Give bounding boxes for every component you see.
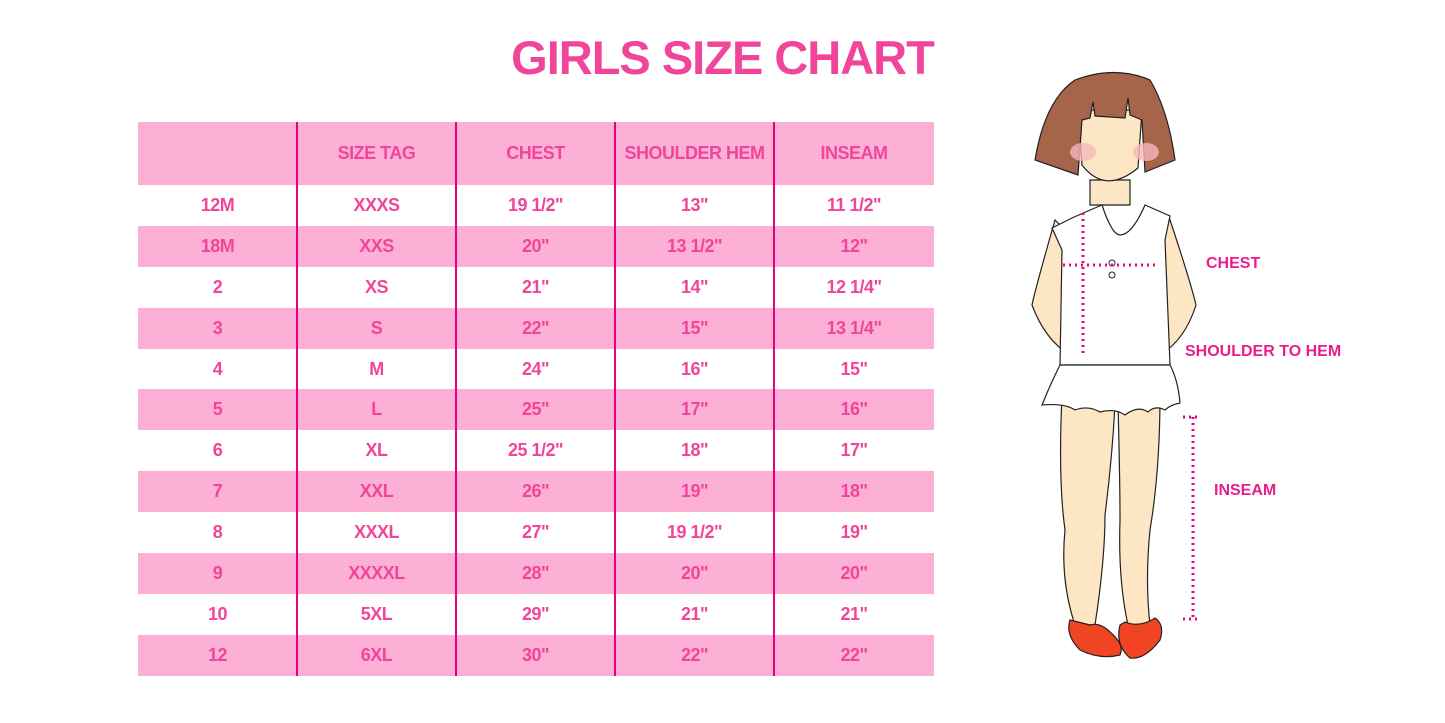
table-cell: 15" [840,358,868,379]
table-cell: 20" [521,235,550,256]
table-cell: 19 1/2" [666,522,723,543]
table-cell: XXS [359,235,394,256]
table-cell: 25 1/2" [507,440,564,461]
table-cell: 26" [521,481,550,502]
table-cell: 19 1/2" [507,194,564,215]
table-cell: 13" [680,194,709,215]
table-cell: 18" [840,481,868,502]
table-cell: 3 [212,317,223,338]
table-cell: XL [365,440,388,461]
header-cell: INSEAM [820,143,888,163]
table-cell: 11 1/2" [826,194,882,215]
table-cell: 12 1/4" [826,276,882,297]
table-cell: S [370,317,383,338]
table-cell: 30" [521,644,550,665]
shoulder-to-hem-label: SHOULDER TO HEM [1185,343,1342,360]
header-cell: CHEST [506,143,565,163]
girl-figure-icon [1031,71,1201,659]
table-cell: 20" [840,562,868,583]
table-cell: 2 [212,276,223,297]
table-row: 12 6XL 30" 22" 22" [138,634,934,676]
table-cell: XXXS [353,194,400,215]
table-cell: 5 [212,399,223,420]
table-cell: 8 [212,522,223,543]
girl-illustration [1020,60,1380,675]
table-cell: XXXL [353,522,400,543]
size-table: SIZE TAG CHEST SHOULDER HEM INSEAM 12M XXXS 1… [138,122,934,676]
table-cell: 13 1/4" [826,317,882,338]
column-divider [455,122,457,676]
header-cell: SHOULDER HEM [624,143,765,163]
page-title: GIRLS SIZE CHART [511,31,935,84]
table-cell: 20" [680,562,709,583]
table-cell: 28" [521,562,550,583]
table-cell: 29" [521,603,550,624]
table-cell: 12" [840,235,868,256]
table-cell: 18" [680,440,709,461]
inseam-label: INSEAM [1214,482,1277,499]
table-cell: M [369,358,384,379]
column-divider [614,122,616,676]
table-cell: 12M [200,194,235,215]
table-row: 9 XXXXL 28" 20" 20" [138,553,934,594]
table-cell: 17" [680,399,709,420]
chest-label: CHEST [1206,255,1261,272]
column-divider [296,122,298,676]
table-row: 12M XXXS 19 1/2" 13" 11 1/2" [138,185,934,226]
table-cell: 19" [680,481,709,502]
column-divider [773,122,775,676]
table-cell: 18M [200,235,235,256]
table-cell: 14" [680,276,709,297]
table-cell: 22" [680,644,709,665]
header-cell: SIZE TAG [337,143,416,163]
table-cell: 22" [521,317,550,338]
table-cell: 16" [840,399,868,420]
table-cell: 16" [680,358,709,379]
table-cell: 7 [212,481,223,502]
table-cell: 19" [840,522,868,543]
table-cell: 6 [212,440,223,461]
table-cell: 12 [207,644,228,665]
table-row: 7 XXL 26" 19" 18" [138,471,934,513]
table-row: 3 S 22" 15" 13 1/4" [138,307,934,349]
table-row: 8 XXXL 27" 19 1/2" 19" [138,512,934,553]
table-row: 5 L 25" 17" 16" [138,389,934,431]
table-cell: 27" [521,522,550,543]
table-cell: 5XL [360,603,393,624]
table-cell: 10 [207,603,228,624]
table-row: 6 XL 25 1/2" 18" 17" [138,430,934,471]
table-cell: 13 1/2" [666,235,723,256]
table-cell: XS [364,276,389,297]
table-cell: 21" [680,603,709,624]
table-cell: 4 [212,358,223,379]
table-header-row: SIZE TAG CHEST SHOULDER HEM INSEAM [138,122,934,185]
table-row: 10 5XL 29" 21" 21" [138,594,934,635]
table-cell: 9 [212,562,223,583]
table-cell: 24" [521,358,550,379]
table-cell: 21" [521,276,550,297]
table-cell: 21" [840,603,868,624]
table-row: 4 M 24" 16" 15" [138,349,934,390]
table-row: 2 XS 21" 14" 12 1/4" [138,267,934,308]
table-cell: L [371,399,382,420]
table-cell: XXXXL [348,562,405,583]
table-cell: 6XL [360,644,393,665]
table-cell: 15" [680,317,709,338]
table-cell: 22" [840,644,868,665]
table-cell: 25" [521,399,550,420]
table-cell: 17" [840,440,868,461]
table-cell: XXL [359,481,394,502]
table-row: 18M XXS 20" 13 1/2" 12" [138,225,934,267]
